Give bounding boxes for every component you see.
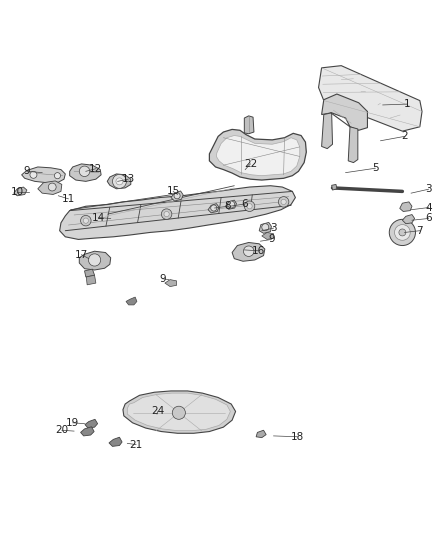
Text: 1: 1	[403, 99, 410, 109]
Polygon shape	[259, 222, 272, 233]
Polygon shape	[126, 297, 137, 305]
Polygon shape	[165, 280, 177, 287]
Polygon shape	[127, 393, 230, 431]
Circle shape	[88, 254, 101, 266]
Polygon shape	[70, 164, 101, 181]
Polygon shape	[348, 127, 358, 163]
Polygon shape	[21, 167, 65, 183]
Circle shape	[211, 205, 217, 211]
Circle shape	[244, 246, 254, 256]
Text: 15: 15	[166, 187, 180, 196]
Circle shape	[81, 215, 91, 226]
Circle shape	[172, 406, 185, 419]
Text: 2: 2	[401, 132, 408, 141]
Polygon shape	[403, 215, 415, 224]
Text: 19: 19	[66, 418, 79, 428]
Circle shape	[279, 197, 289, 207]
Text: 10: 10	[11, 187, 24, 197]
Polygon shape	[208, 204, 219, 213]
Polygon shape	[123, 391, 236, 433]
Polygon shape	[85, 269, 95, 277]
Circle shape	[48, 183, 56, 191]
Polygon shape	[262, 232, 274, 239]
Text: 3: 3	[270, 223, 277, 233]
Text: 9: 9	[24, 166, 30, 176]
Circle shape	[262, 224, 269, 231]
Text: 21: 21	[129, 440, 143, 450]
Text: 22: 22	[244, 159, 257, 169]
Text: 20: 20	[55, 425, 68, 435]
Polygon shape	[171, 191, 183, 201]
Circle shape	[247, 204, 252, 209]
Polygon shape	[400, 202, 412, 212]
Polygon shape	[79, 251, 111, 270]
Circle shape	[83, 218, 88, 223]
Circle shape	[389, 220, 416, 246]
Text: 8: 8	[224, 201, 231, 211]
Circle shape	[399, 229, 406, 236]
Circle shape	[116, 178, 123, 185]
Text: 18: 18	[291, 432, 304, 442]
Polygon shape	[107, 174, 131, 189]
Text: 6: 6	[241, 199, 247, 209]
Text: 9: 9	[159, 274, 166, 284]
Polygon shape	[244, 116, 254, 134]
Polygon shape	[318, 66, 422, 131]
Circle shape	[174, 193, 180, 199]
Polygon shape	[109, 437, 122, 446]
Text: 9: 9	[268, 235, 275, 245]
Text: 11: 11	[62, 194, 75, 204]
Circle shape	[79, 166, 90, 176]
Polygon shape	[81, 427, 94, 436]
Circle shape	[228, 201, 235, 208]
Polygon shape	[321, 113, 332, 149]
Polygon shape	[38, 181, 62, 195]
Circle shape	[30, 171, 37, 179]
Polygon shape	[209, 130, 306, 180]
Text: 3: 3	[425, 184, 432, 194]
Polygon shape	[256, 430, 266, 438]
Text: 5: 5	[372, 163, 378, 173]
Polygon shape	[85, 419, 98, 428]
Polygon shape	[86, 275, 96, 285]
Polygon shape	[216, 135, 300, 176]
Polygon shape	[60, 185, 295, 239]
Circle shape	[54, 173, 60, 179]
Circle shape	[281, 199, 286, 205]
Polygon shape	[232, 243, 265, 261]
Circle shape	[244, 201, 255, 212]
Text: 14: 14	[92, 213, 106, 223]
Polygon shape	[14, 187, 27, 196]
Polygon shape	[226, 200, 237, 209]
Text: 7: 7	[417, 225, 423, 236]
Circle shape	[164, 212, 169, 217]
Circle shape	[395, 224, 410, 240]
Text: 16: 16	[252, 246, 265, 256]
Text: 17: 17	[75, 250, 88, 260]
Text: 6: 6	[425, 214, 432, 223]
Text: 24: 24	[151, 407, 165, 416]
Text: 4: 4	[425, 203, 432, 213]
Circle shape	[113, 174, 127, 188]
Text: 12: 12	[89, 164, 102, 174]
Polygon shape	[332, 184, 337, 190]
Polygon shape	[321, 94, 367, 130]
Text: 13: 13	[122, 174, 135, 184]
Circle shape	[161, 209, 172, 220]
